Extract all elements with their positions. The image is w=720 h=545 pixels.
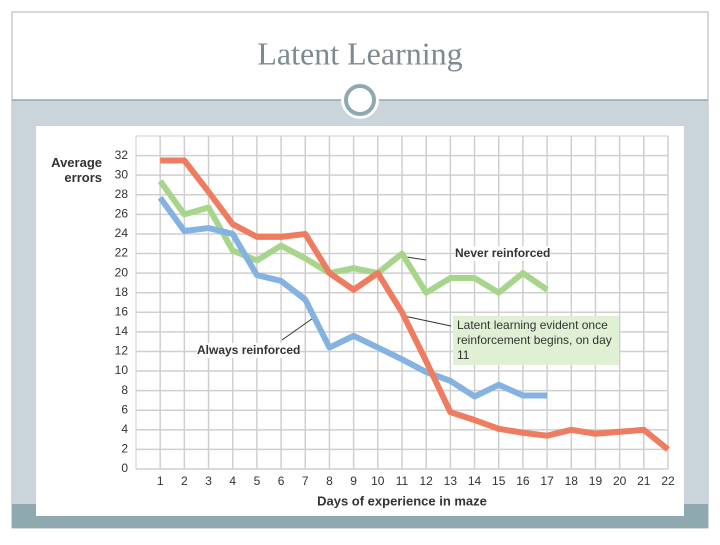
series-line [160, 157, 670, 452]
x-tick-label: 17 [540, 474, 554, 488]
x-tick-label: 19 [589, 474, 603, 488]
x-tick-label: 8 [326, 474, 333, 488]
series-label: Always reinforced [197, 343, 301, 358]
x-tick-label: 16 [516, 474, 530, 488]
series-line [157, 195, 548, 400]
y-tick-label: 32 [115, 148, 129, 162]
y-tick-label: 20 [115, 265, 129, 279]
y-tick-label: 8 [121, 383, 128, 397]
y-tick-label: 10 [115, 363, 129, 377]
y-tick-label: 14 [115, 324, 129, 338]
x-tick-label: 11 [396, 474, 409, 488]
y-tick-label: 0 [121, 461, 128, 475]
x-tick-label: 22 [661, 474, 675, 488]
x-tick-label: 14 [468, 474, 482, 488]
y-tick-label: 4 [121, 422, 128, 436]
y-tick-label: 30 [115, 167, 129, 181]
x-tick-label: 5 [254, 474, 261, 488]
slide-title: Latent Learning [257, 35, 462, 71]
ornament [344, 84, 376, 116]
x-tick-label: 7 [302, 474, 309, 488]
pointer [403, 315, 452, 327]
pointer [281, 315, 317, 341]
y-tick-label: 22 [115, 246, 129, 260]
x-tick-label: 6 [278, 474, 285, 488]
y-tick-label: 18 [115, 285, 129, 299]
x-tick-label: 1 [157, 474, 164, 488]
y-tick-label: 24 [115, 226, 129, 240]
x-tick-label: 13 [444, 474, 458, 488]
x-tick-label: 2 [181, 474, 188, 488]
y-tick-label: 12 [115, 344, 129, 358]
x-tick-label: 20 [613, 474, 627, 488]
y-tick-label: 2 [121, 442, 128, 456]
series-label: Latent learning evident once reinforceme… [453, 316, 619, 365]
x-tick-label: 9 [350, 474, 357, 488]
series-line [157, 179, 549, 296]
y-tick-label: 6 [121, 402, 128, 416]
y-axis-label: Average errors [51, 155, 102, 185]
x-tick-label: 21 [637, 474, 651, 488]
x-tick-label: 15 [492, 474, 506, 488]
x-tick-label: 4 [229, 474, 236, 488]
x-tick-label: 12 [420, 474, 434, 488]
x-tick-label: 10 [371, 474, 385, 488]
x-tick-label: 18 [565, 474, 579, 488]
y-tick-label: 28 [115, 187, 129, 201]
x-axis-label: Days of experience in maze [317, 493, 487, 508]
series-label: Never reinforced [455, 246, 551, 261]
y-tick-label: 26 [115, 207, 129, 221]
x-tick-label: 3 [205, 474, 212, 488]
y-tick-label: 16 [115, 304, 129, 318]
